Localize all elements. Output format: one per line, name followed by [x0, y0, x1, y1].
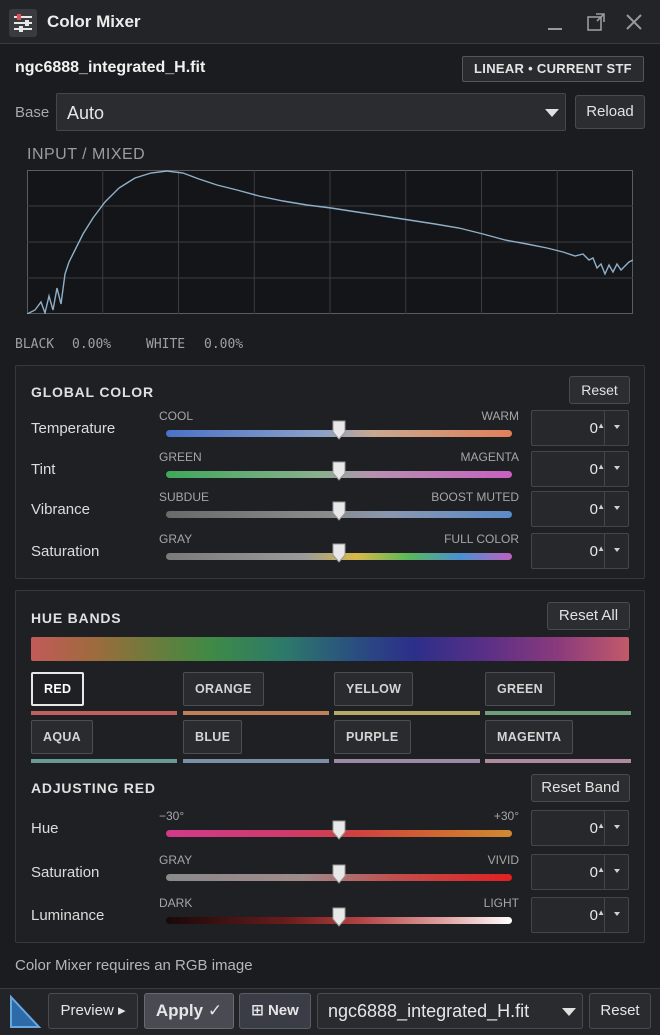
chevron-down-icon — [545, 109, 559, 117]
white-value: 0.00% — [204, 337, 244, 352]
band-purple[interactable]: PURPLE — [334, 720, 480, 763]
vibrance-label: Vibrance — [31, 501, 90, 518]
target-view-value: ngc6888_integrated_H.fit — [328, 1001, 530, 1021]
tint-max-label: MAGENTA — [460, 450, 519, 464]
target-view-select[interactable]: ngc6888_integrated_H.fit — [317, 993, 583, 1029]
preview-button[interactable]: Preview ▸ — [48, 993, 138, 1029]
window-title: Color Mixer — [47, 12, 141, 31]
temperature-max-label: WARM — [481, 409, 519, 423]
vibrance-stepper[interactable]: 0 ▲ — [531, 491, 629, 527]
band-saturation-max-label: VIVID — [487, 853, 519, 867]
base-label: Base — [15, 104, 50, 121]
band-hue-min-label: −30° — [159, 809, 185, 823]
band-saturation-slider-thumb[interactable] — [332, 864, 346, 884]
band-luminance-min-label: DARK — [159, 896, 193, 910]
band-luminance-stepper[interactable]: 0 ▲ — [531, 897, 629, 933]
saturation-stepper[interactable]: 0 ▲ — [531, 533, 629, 569]
temperature-min-label: COOL — [159, 409, 194, 423]
file-name: ngc6888_integrated_H.fit — [15, 59, 206, 76]
band-saturation-label: Saturation — [31, 864, 100, 881]
global-reset-button[interactable]: Reset — [569, 376, 630, 404]
band-green-chip[interactable]: GREEN — [485, 672, 555, 706]
band-hue-stepper[interactable]: 0 ▲ — [531, 810, 629, 846]
band-magenta-chip[interactable]: MAGENTA — [485, 720, 574, 754]
base-select-value: Auto — [67, 103, 105, 123]
black-value: 0.00% — [72, 337, 112, 352]
tint-slider-thumb[interactable] — [332, 461, 346, 481]
band-red[interactable]: RED — [31, 672, 177, 715]
section-title-hue: HUE BANDS — [31, 610, 122, 626]
base-select[interactable]: Auto — [56, 93, 566, 131]
temperature-stepper[interactable]: 0 ▲ — [531, 410, 629, 446]
temperature-label: Temperature — [31, 420, 116, 437]
stepper-down-icon[interactable] — [604, 855, 628, 889]
band-hue-max-label: +30° — [493, 809, 519, 823]
footer-reset-button[interactable]: Reset — [589, 993, 651, 1029]
stepper-down-icon[interactable] — [604, 534, 628, 568]
black-label: BLACK — [15, 337, 55, 352]
saturation-slider-thumb[interactable] — [332, 543, 346, 563]
band-magenta[interactable]: MAGENTA — [485, 720, 631, 763]
temperature-slider-thumb[interactable] — [332, 420, 346, 440]
triangle-logo-icon — [10, 994, 42, 1028]
reset-band-button[interactable]: Reset Band — [531, 774, 630, 802]
stepper-down-icon[interactable] — [604, 411, 628, 445]
band-blue[interactable]: BLUE — [183, 720, 329, 763]
adjusting-band-title: ADJUSTING RED — [31, 780, 156, 796]
title-bar: Color Mixer — [0, 0, 660, 44]
vibrance-slider-thumb[interactable] — [332, 501, 346, 521]
saturation-max-label: FULL COLOR — [444, 532, 519, 546]
chevron-down-icon — [562, 1008, 576, 1016]
tint-stepper[interactable]: 0 ▲ — [531, 451, 629, 487]
histogram-label: INPUT / MIXED — [27, 146, 146, 163]
stepper-down-icon[interactable] — [604, 811, 628, 845]
band-green[interactable]: GREEN — [485, 672, 631, 715]
stepper-down-icon[interactable] — [604, 898, 628, 932]
minimize-icon[interactable] — [543, 10, 567, 34]
saturation-min-label: GRAY — [159, 532, 193, 546]
band-red-chip[interactable]: RED — [31, 672, 85, 706]
global-color-panel: GLOBAL COLOR Reset Temperature COOL WARM… — [15, 365, 645, 579]
mode-badge[interactable]: LINEAR • CURRENT STF — [462, 56, 644, 82]
histogram-plot — [27, 170, 633, 314]
status-message: Color Mixer requires an RGB image — [15, 957, 253, 974]
apply-button[interactable]: Apply ✓ — [144, 993, 234, 1029]
stepper-down-icon[interactable] — [604, 492, 628, 526]
band-yellow[interactable]: YELLOW — [334, 672, 480, 715]
vibrance-min-label: SUBDUE — [159, 490, 210, 504]
stepper-down-icon[interactable] — [604, 452, 628, 486]
reset-all-button[interactable]: Reset All — [547, 602, 630, 630]
band-orange[interactable]: ORANGE — [183, 672, 329, 715]
band-orange-chip[interactable]: ORANGE — [183, 672, 264, 706]
hue-bands-panel: HUE BANDS Reset All RED ORANGE YELLOW GR… — [15, 590, 645, 943]
histogram-curve — [27, 170, 633, 314]
band-hue-label: Hue — [31, 820, 59, 837]
tint-label: Tint — [31, 461, 56, 478]
sliders-icon — [9, 9, 37, 37]
vibrance-max-label: BOOST MUTED — [431, 490, 519, 504]
band-aqua-chip[interactable]: AQUA — [31, 720, 94, 754]
band-blue-chip[interactable]: BLUE — [183, 720, 243, 754]
band-saturation-stepper[interactable]: 0 ▲ — [531, 854, 629, 890]
band-luminance-slider-thumb[interactable] — [332, 907, 346, 927]
tint-min-label: GREEN — [159, 450, 202, 464]
band-hue-slider-thumb[interactable] — [332, 820, 346, 840]
band-aqua[interactable]: AQUA — [31, 720, 177, 763]
hue-spectrum-bar — [31, 637, 629, 661]
popout-icon[interactable] — [584, 10, 608, 34]
band-luminance-max-label: LIGHT — [483, 896, 519, 910]
white-label: WHITE — [146, 337, 186, 352]
reload-button[interactable]: Reload — [575, 95, 645, 129]
footer-toolbar: Preview ▸ Apply ✓ ⊞ New ngc6888_integrat… — [0, 988, 660, 1035]
band-purple-chip[interactable]: PURPLE — [334, 720, 411, 754]
band-yellow-chip[interactable]: YELLOW — [334, 672, 414, 706]
band-saturation-min-label: GRAY — [159, 853, 193, 867]
section-title-global: GLOBAL COLOR — [31, 384, 154, 400]
saturation-label: Saturation — [31, 543, 100, 560]
new-instance-button[interactable]: ⊞ New — [239, 993, 311, 1029]
close-icon[interactable] — [622, 10, 646, 34]
band-luminance-label: Luminance — [31, 907, 105, 924]
